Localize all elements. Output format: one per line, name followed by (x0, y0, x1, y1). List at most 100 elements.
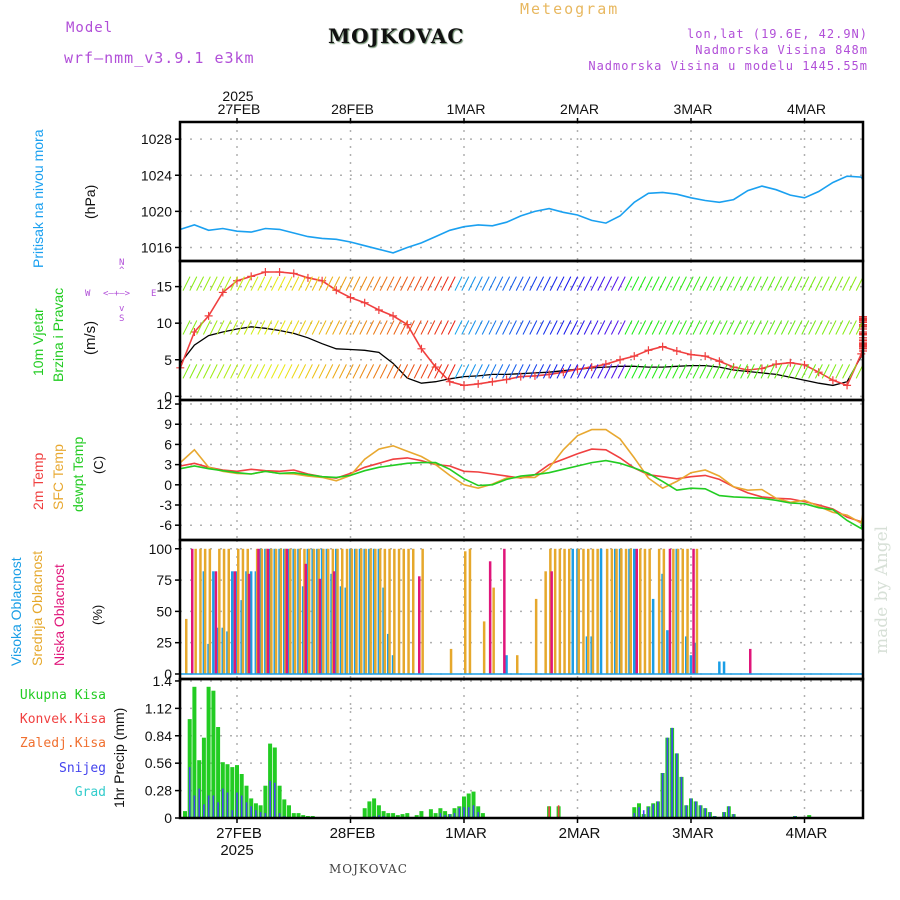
gust-marker (218, 288, 227, 297)
bar-high_cloud (666, 630, 669, 674)
bar-low_cloud (635, 548, 638, 674)
pressure-unit: (hPa) (82, 184, 98, 219)
bar-total_precip (395, 815, 400, 818)
bar-low_cloud (668, 548, 672, 674)
y-tick-label: 5 (164, 352, 172, 368)
wind-barb (719, 320, 728, 335)
wind-barb (366, 320, 375, 335)
bar-high_cloud (287, 548, 291, 674)
wind-barb (250, 320, 259, 335)
gust-marker (859, 314, 867, 323)
bar-high_cloud (231, 571, 234, 674)
wind-barb (638, 320, 647, 335)
wind-barb (787, 276, 796, 291)
bar-mid_cloud (558, 548, 562, 674)
wind-barb (665, 364, 674, 379)
wind-barb (270, 276, 279, 291)
cloud-series-high: Visoka Oblacnost (8, 557, 24, 666)
wind-barb (821, 276, 830, 291)
bar-low_cloud (285, 548, 289, 674)
bar-snow (463, 807, 465, 818)
bar-mid_cloud (620, 548, 623, 674)
bar-total_precip (637, 803, 641, 818)
gust-marker (729, 363, 738, 372)
wind-barb (590, 320, 599, 335)
gust-marker (859, 346, 867, 355)
y-tick-label: 1028 (141, 131, 172, 147)
wind-barb (835, 320, 844, 335)
bar-snow (217, 802, 219, 818)
bar-high_cloud (576, 548, 579, 674)
wind-barb (495, 320, 504, 335)
wind-barb (794, 320, 803, 335)
bar-high_cloud (590, 636, 593, 674)
wind-barb (719, 276, 728, 291)
wind-barb (413, 364, 422, 379)
bar-snow (193, 795, 196, 818)
wind-barb (746, 320, 755, 335)
bar-total_precip (457, 806, 462, 818)
bar-high_cloud (689, 655, 693, 674)
wind-barb (474, 276, 483, 291)
wind-barb (848, 364, 857, 379)
bar-mid_cloud (237, 548, 240, 674)
wind-barb (529, 364, 538, 379)
bar-total_precip (712, 816, 717, 818)
bar-mid_cloud (681, 548, 684, 674)
wind-barb (692, 276, 701, 291)
gust-marker (859, 340, 867, 349)
gust-marker (672, 346, 681, 355)
gust-marker (233, 276, 241, 285)
wind-barb (352, 320, 361, 335)
bar-mid_cloud (265, 548, 268, 674)
wind-barb (604, 364, 613, 379)
gust-marker (261, 267, 270, 276)
bar-total_precip (405, 813, 410, 818)
wind-barb (257, 364, 266, 379)
bar-mid_cloud (639, 548, 642, 674)
wind-barb (291, 364, 300, 379)
compass-arrow-s: v (119, 304, 125, 314)
bar-total_precip (301, 815, 306, 818)
bar-snow (713, 816, 716, 818)
bar-total_precip (471, 791, 476, 818)
compass-s: S (119, 314, 125, 324)
wind-barb (658, 276, 667, 291)
wind-barb (325, 320, 334, 335)
bar-low_cloud (266, 548, 270, 674)
wind-barb (440, 364, 449, 379)
bar-total_precip (679, 776, 684, 818)
bar-snow (378, 815, 380, 818)
gust-marker (859, 330, 867, 339)
bar-mid_cloud (596, 548, 599, 674)
bar-mid_cloud (383, 548, 387, 674)
gust-marker (644, 346, 653, 355)
wind-barb (767, 364, 776, 379)
wind-barb (236, 276, 245, 291)
bar-low_cloud (332, 571, 336, 674)
gust-marker (417, 344, 426, 353)
bar-mid_cloud (587, 548, 590, 674)
gust-marker (859, 339, 867, 348)
wind-barb (189, 320, 198, 335)
bar-total_precip (268, 743, 273, 818)
wind-barb (495, 276, 504, 291)
gust-marker (859, 316, 867, 325)
gust-marker (701, 352, 710, 361)
bar-snow (207, 795, 210, 818)
wind-barb (230, 320, 239, 335)
wind-barb (366, 364, 375, 379)
gust-marker (859, 330, 867, 339)
wind-barb (502, 364, 511, 379)
bar-low_cloud (749, 648, 752, 674)
bar-mid_cloud (676, 548, 680, 674)
gust-marker (859, 315, 867, 324)
wind-barb (202, 320, 211, 335)
bar-mid_cloud (629, 548, 632, 674)
legend-snow: Snijeg (59, 761, 106, 776)
wind-barb (196, 320, 205, 335)
wind-barb (726, 320, 735, 335)
bar-high_cloud (335, 548, 338, 674)
series-line-pressure (180, 124, 864, 254)
wind-barb (325, 276, 334, 291)
